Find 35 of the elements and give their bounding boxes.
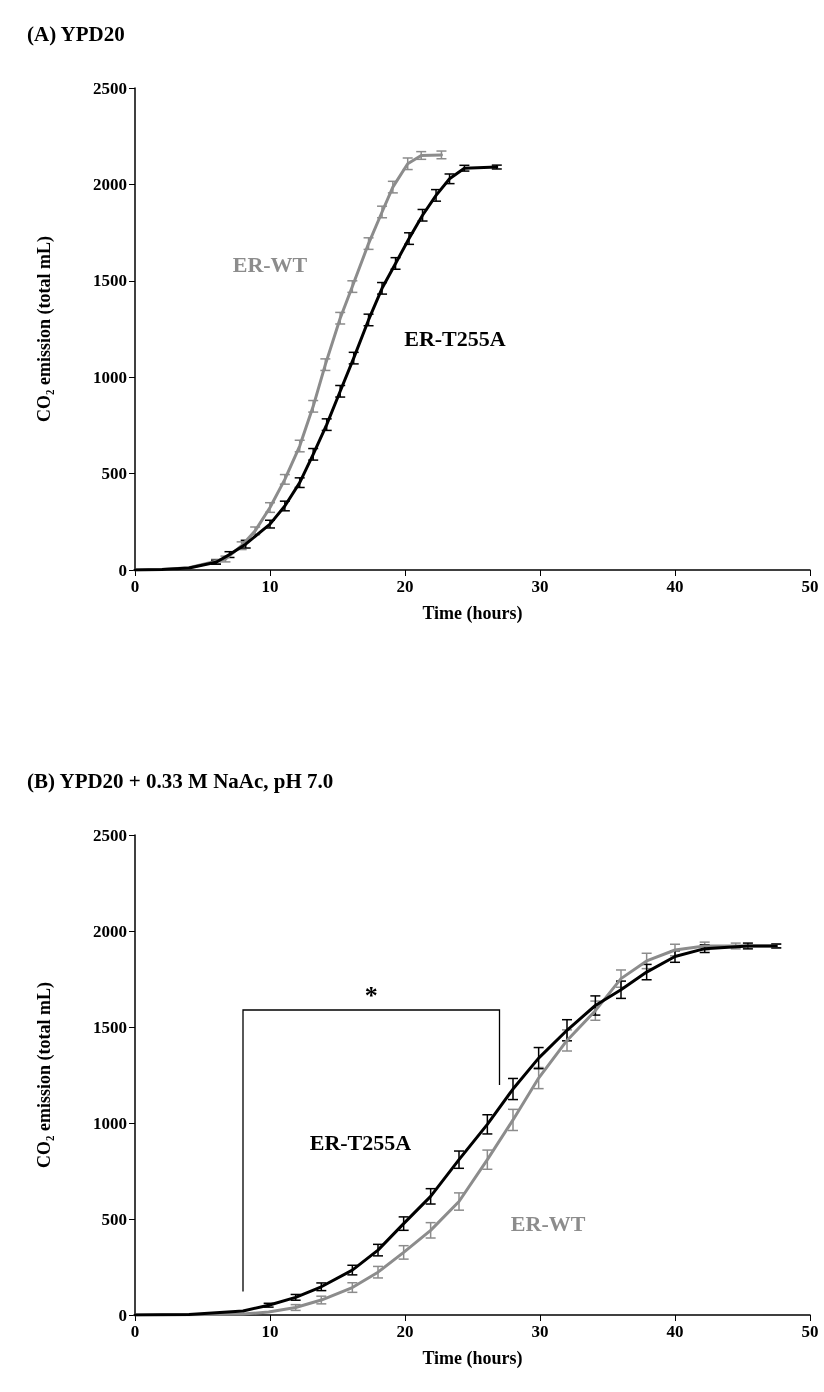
y-tick-label: 1000 [93,367,127,387]
y-axis-title: CO₂ emission (total mL) [34,236,55,422]
y-axis-title: CO₂ emission (total mL) [34,982,55,1168]
y-tick-label: 2500 [93,78,127,98]
x-tick-label: 30 [531,1322,549,1341]
y-tick-label: 500 [101,464,127,484]
y-tick-label: 0 [118,1305,127,1325]
series-label: ER-T255A [309,1129,412,1155]
y-tick-label: 2000 [93,921,127,941]
y-tick-label: 2000 [93,174,127,194]
x-tick-label: 40 [666,577,684,596]
x-tick-label: 0 [130,1322,140,1341]
x-tick-label: 20 [396,1322,414,1341]
x-tick-label: 40 [666,1322,684,1341]
text: ER-WT [232,252,308,278]
y-tick-label: 1500 [93,271,127,291]
x-tick-label: 50 [801,577,819,596]
x-tick-label: 20 [396,577,414,596]
y-tick-label: 1500 [93,1017,127,1037]
text: ER-WT [510,1211,586,1237]
annotation: * [364,981,378,1011]
y-tick-label: 1000 [93,1113,127,1133]
x-tick-label: 10 [261,577,279,596]
x-axis-title: Time (hours) [422,1348,523,1369]
x-axis-title: Time (hours) [422,603,523,624]
series-label: ER-T255A [404,325,506,351]
y-tick-label: 0 [118,560,127,580]
x-tick-label: 50 [801,1322,819,1341]
chart-title: (A) YPD20 [27,21,125,46]
y-tick-label: 2500 [93,825,127,845]
chart-title: (B) YPD20 + 0.33 M NaAc, pH 7.0 [27,768,334,793]
x-tick-label: 0 [130,577,140,596]
y-tick-label: 500 [101,1209,127,1229]
x-tick-label: 30 [531,577,549,596]
x-tick-label: 10 [261,1322,279,1341]
